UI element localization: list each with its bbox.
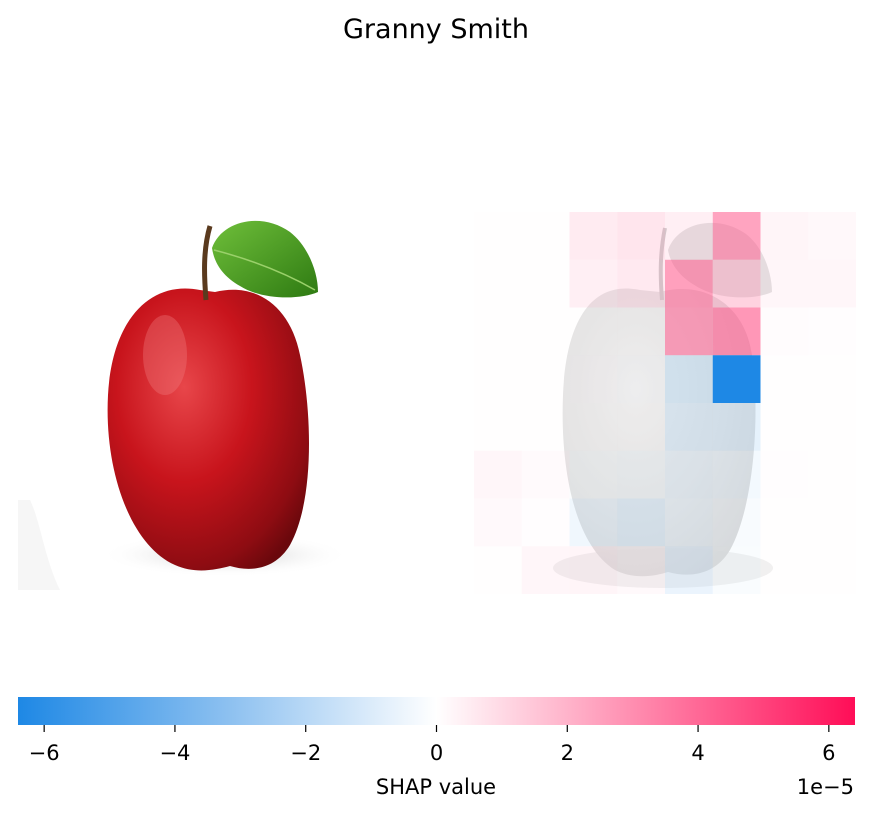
heatmap-cell [522,451,570,499]
heatmap-cell [761,355,809,403]
heatmap-cell [474,546,522,594]
heatmap-cell [617,308,665,356]
heatmap-cell [808,403,856,451]
heatmap-cell [808,451,856,499]
heatmap-cell [665,546,713,594]
heatmap-cell [522,355,570,403]
colorbar-tick-label: 2 [561,741,574,765]
heatmap-cell [665,499,713,547]
heatmap-cell [474,308,522,356]
heatmap-cell [665,403,713,451]
heatmap-cell [617,212,665,260]
colorbar: −6 −4 −2 0 2 4 6 SHAP value 1e−5 [18,697,855,799]
colorbar-label: SHAP value [376,775,496,799]
heatmap-cell [570,355,618,403]
heatmap-cell [522,308,570,356]
apple-leaf [212,221,318,298]
heatmap-cell [808,260,856,308]
heatmap-cell [522,499,570,547]
shap-overlay-image [474,212,856,594]
heatmap-cell [761,546,809,594]
heatmap-cell [761,403,809,451]
heatmap-cell [617,546,665,594]
heatmap-cell [665,451,713,499]
heatmap-cell [617,355,665,403]
heatmap-cell [665,355,713,403]
heatmap-cell [713,212,761,260]
heatmap-cell [665,212,713,260]
heatmap-cell [713,355,761,403]
heatmap-cell [570,499,618,547]
heatmap-cell [761,308,809,356]
heatmap-cell [617,451,665,499]
heatmap-cell [761,212,809,260]
heatmap-cell [570,451,618,499]
heatmap-cell [474,499,522,547]
heatmap-cell [474,260,522,308]
colorbar-tick-label: 0 [430,741,443,765]
apple-body [108,288,309,570]
colorbar-tick-label: 6 [822,741,835,765]
heatmap-cell [522,260,570,308]
heatmap-cell [474,355,522,403]
heatmap-cell [665,260,713,308]
heatmap-cell [808,308,856,356]
shap-heatmap-cells [474,212,856,594]
heatmap-cell [761,260,809,308]
heatmap-cell [713,499,761,547]
heatmap-cell [713,403,761,451]
colorbar-tick-label: −2 [290,741,321,765]
heatmap-cell [808,546,856,594]
heatmap-cell [617,403,665,451]
colorbar-ticks: −6 −4 −2 0 2 4 6 [29,725,836,765]
heatmap-cell [570,546,618,594]
heatmap-cell [761,499,809,547]
heatmap-cell [570,308,618,356]
colorbar-tick-label: 4 [691,741,704,765]
heatmap-cell [570,260,618,308]
heatmap-cell [808,355,856,403]
heatmap-cell [474,451,522,499]
heatmap-cell [713,260,761,308]
heatmap-cell [713,546,761,594]
heatmap-cell [713,308,761,356]
heatmap-cell [665,308,713,356]
heatmap-cell [808,499,856,547]
heatmap-cell [761,451,809,499]
heatmap-cell [474,403,522,451]
heatmap-cell [713,451,761,499]
heatmap-cell [570,212,618,260]
heatmap-cell [474,212,522,260]
colorbar-scale-label: 1e−5 [797,775,854,799]
colorbar-tick-label: −6 [29,741,60,765]
heatmap-cell [617,499,665,547]
original-image [18,221,350,590]
heatmap-cell [808,212,856,260]
colorbar-gradient [18,697,855,725]
heatmap-cell [570,403,618,451]
colorbar-tick-label: −4 [159,741,190,765]
heatmap-cell [522,212,570,260]
heatmap-cell [522,546,570,594]
apple-stem [205,226,210,300]
heatmap-cell [617,260,665,308]
heatmap-cell [522,403,570,451]
